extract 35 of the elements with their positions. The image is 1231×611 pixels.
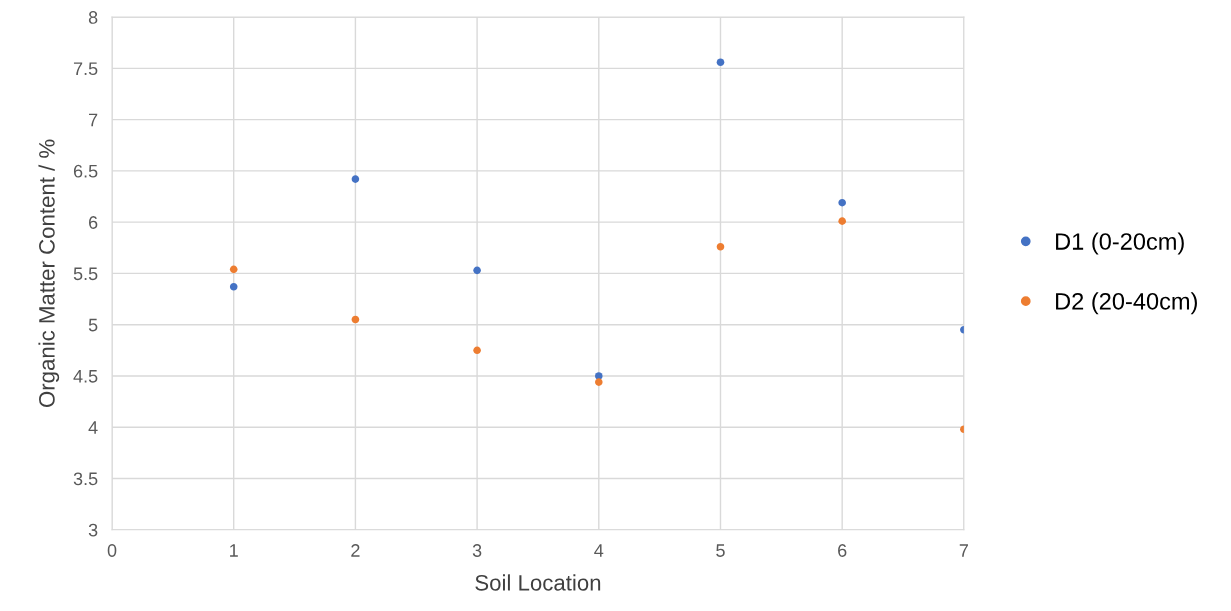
x-tick-label: 5	[716, 544, 725, 557]
x-axis-title: Soil Location	[475, 574, 601, 591]
y-tick-label: 7	[89, 113, 98, 127]
point	[473, 266, 481, 275]
x-tick-label: 3	[472, 544, 482, 557]
x-tick-label: 7	[959, 544, 968, 557]
point	[838, 198, 846, 207]
y-tick-label: 4.5	[73, 370, 98, 383]
point	[473, 346, 481, 355]
y-tick-label: 3.5	[73, 472, 98, 486]
point	[838, 217, 846, 225]
point	[351, 175, 360, 183]
y-tick-label: 8	[88, 11, 98, 24]
x-tick-label: 2	[351, 544, 360, 557]
y-tick-label: 5.5	[73, 267, 98, 281]
point	[594, 378, 603, 386]
y-tick-label: 7.5	[73, 62, 98, 76]
point	[594, 372, 603, 380]
y-tick-label: 5	[88, 318, 98, 332]
point	[716, 58, 725, 67]
point	[716, 242, 725, 251]
legend-label: D1 (0-20cm)	[1056, 232, 1184, 255]
x-tick-label: 4	[594, 544, 604, 557]
legend-label: D2 (20-40cm)	[1056, 292, 1197, 315]
x-tick-label: 0	[107, 544, 117, 557]
point	[229, 265, 238, 274]
y-tick-label: 6	[89, 216, 98, 229]
y-tick-label: 6.5	[73, 164, 98, 178]
x-tick-label: 6	[838, 544, 847, 557]
y-tick-label: 3	[88, 523, 98, 537]
point	[351, 315, 360, 324]
y-tick-label: 4	[88, 421, 98, 434]
x-tick-label: 1	[230, 544, 238, 557]
y-axis-title: Organic Matter Content / %	[38, 139, 60, 407]
point	[229, 282, 238, 291]
